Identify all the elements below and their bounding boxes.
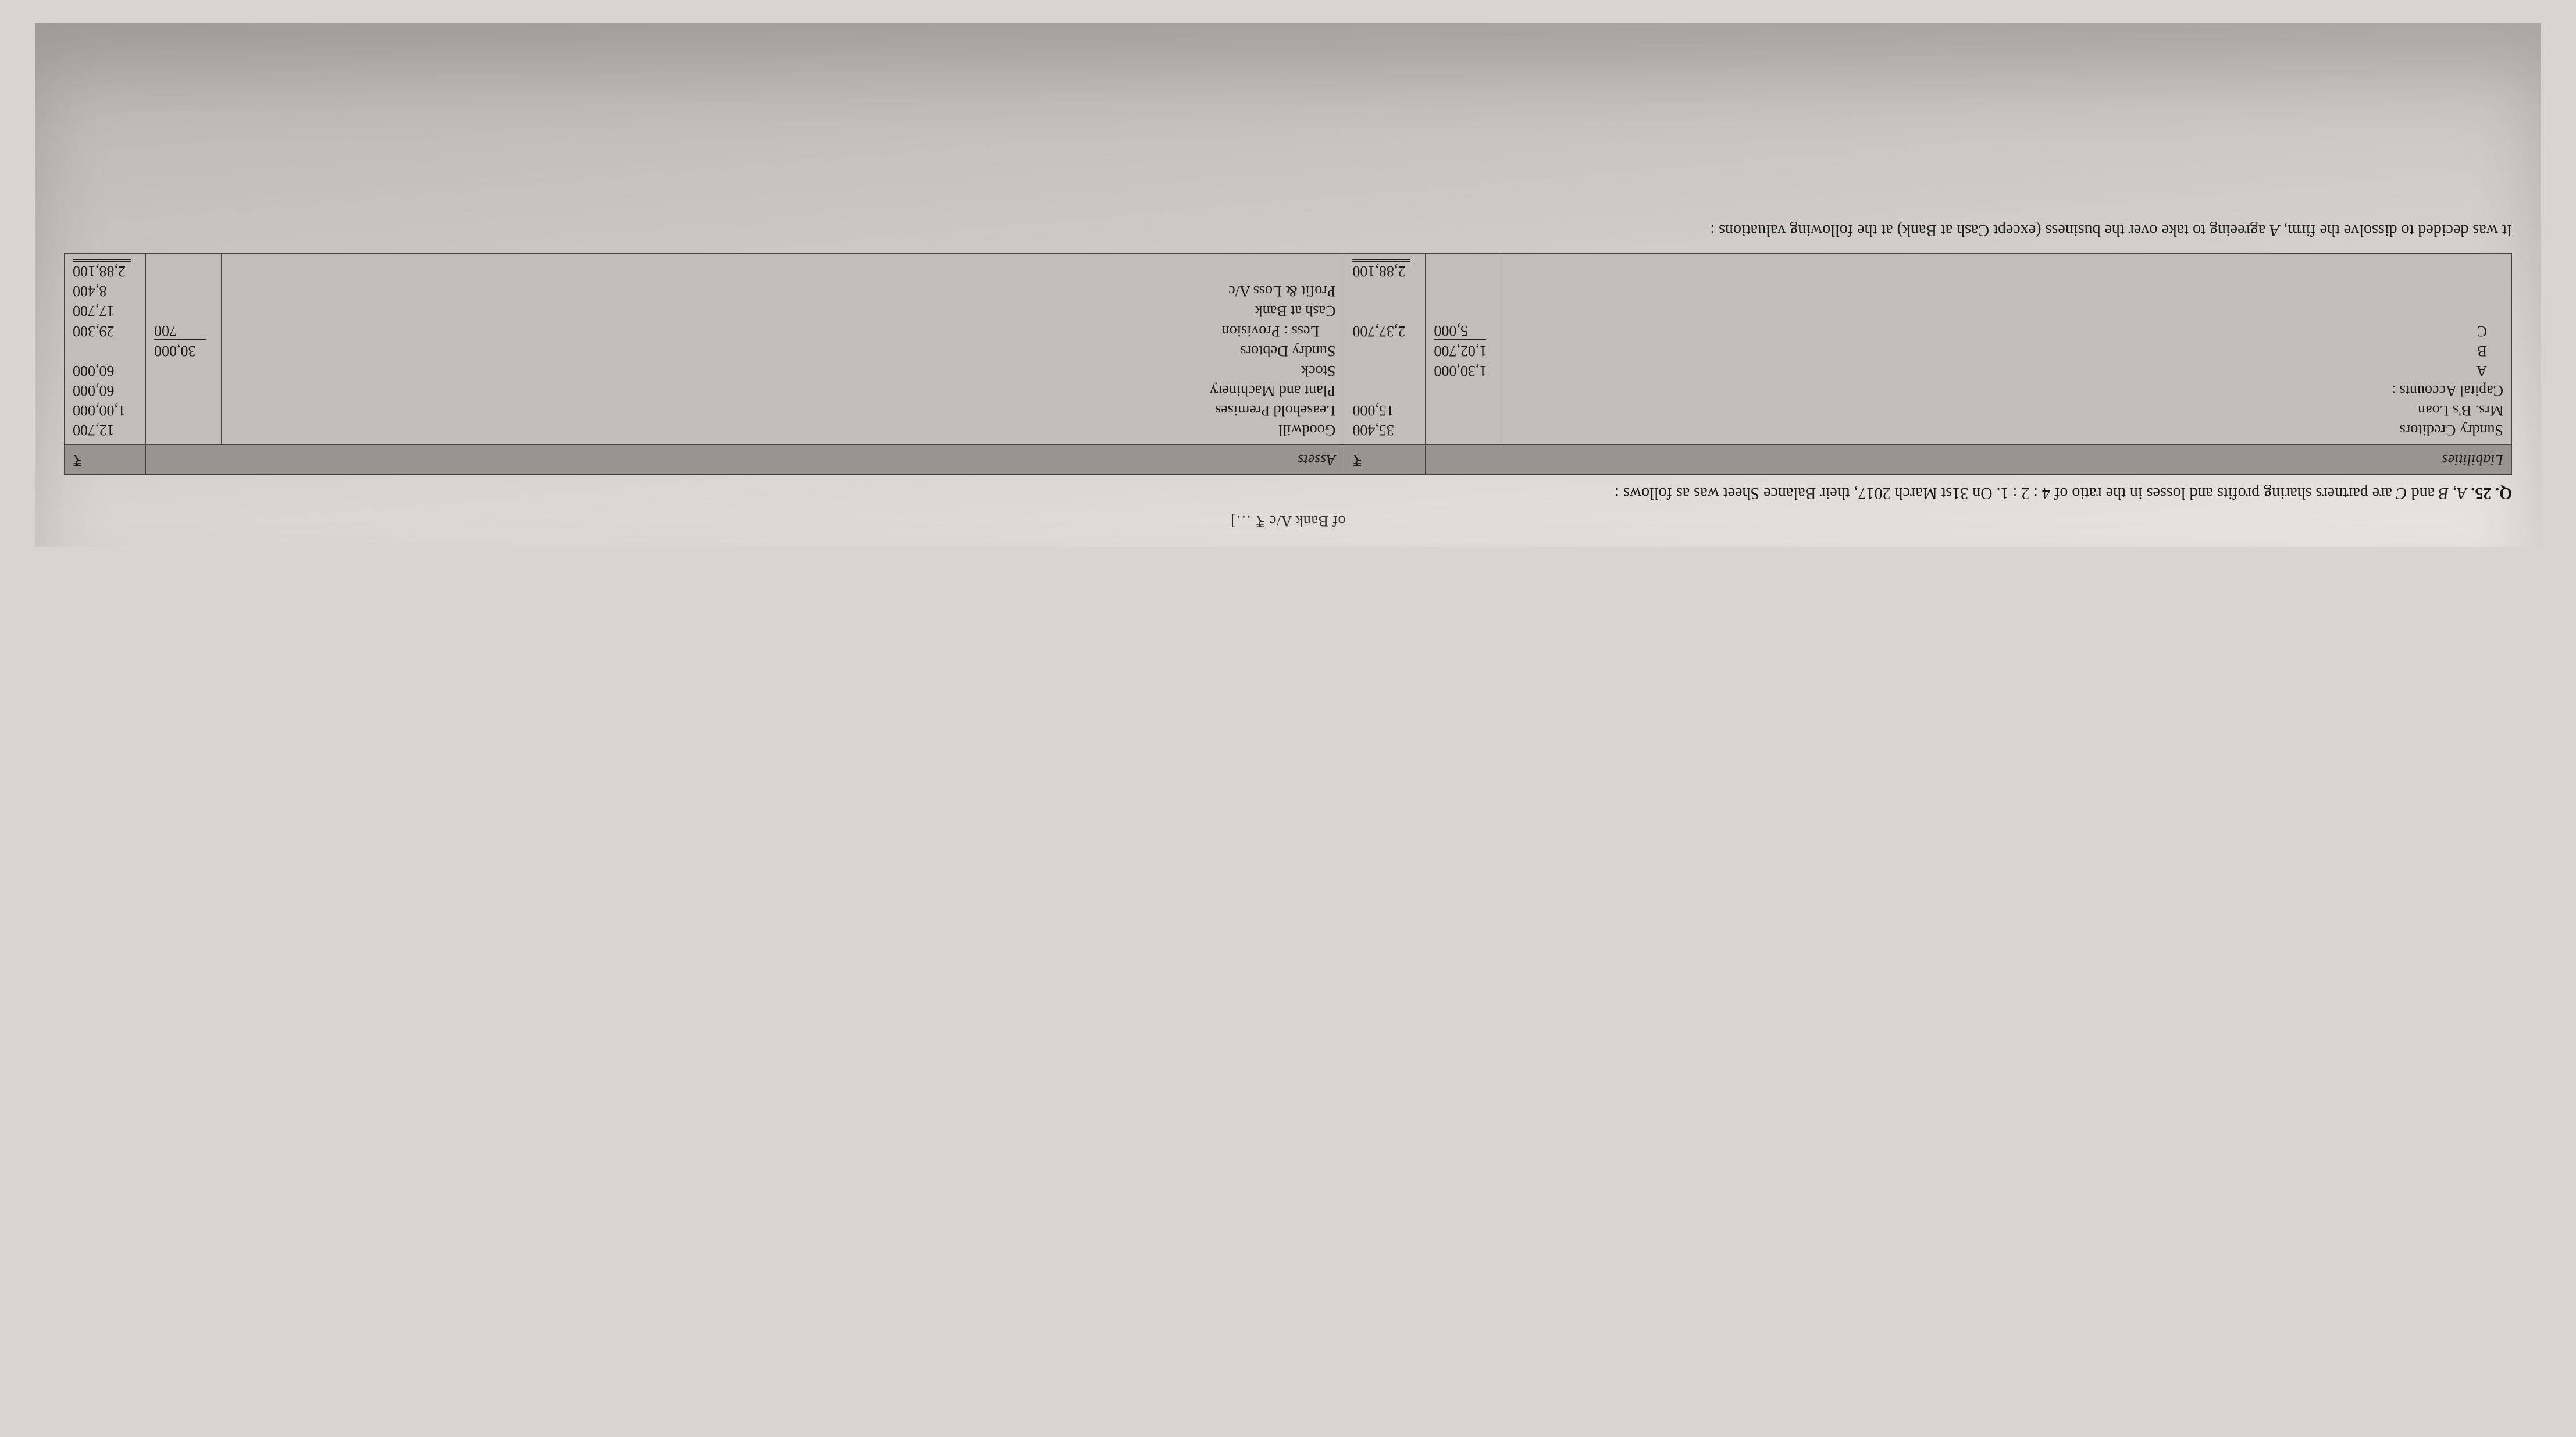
liability-label	[1501, 301, 2512, 321]
table-row: B1,02,700 Sundry Debtors30,000	[65, 341, 2512, 361]
asset-amount: 60,000	[65, 380, 146, 400]
asset-sub-amount	[146, 400, 222, 420]
liability-label: Sundry Creditors	[1501, 420, 2512, 445]
asset-sub-amount	[146, 281, 222, 301]
liability-sub-amount	[1426, 380, 1501, 400]
asset-amount: 60,000	[65, 361, 146, 380]
asset-sub-amount: 700	[146, 321, 222, 341]
asset-amount: 1,00,000	[65, 400, 146, 420]
asset-label: Stock	[222, 361, 1344, 380]
partner-c: C	[2396, 484, 2407, 502]
header-liab-amount: ₹	[1344, 445, 1426, 475]
liability-sub-amount	[1426, 281, 1501, 301]
balance-sheet-table: Liabilities ₹ Assets ₹ Sundry Creditors 3…	[64, 253, 2512, 475]
liability-sub-amount: 1,02,700	[1426, 341, 1501, 361]
partner-a-b: A, B	[2439, 484, 2467, 502]
liability-sub-amount	[1426, 420, 1501, 445]
header-asset-amount: ₹	[65, 445, 146, 475]
asset-label: Goodwill	[222, 420, 1344, 445]
table-row: 2,88,100 2,88,100	[65, 254, 2512, 282]
liability-amount	[1344, 341, 1426, 361]
liability-amount	[1344, 380, 1426, 400]
table-row: Profit & Loss A/c 8,400	[65, 281, 2512, 301]
liability-amount: 35,400	[1344, 420, 1426, 445]
asset-label: Plant and Machinery	[222, 380, 1344, 400]
liability-amount	[1344, 281, 1426, 301]
liability-sub-amount	[1426, 400, 1501, 420]
post-paragraph: It was decided to dissolve the firm, A a…	[64, 218, 2512, 243]
liability-label	[1501, 254, 2512, 282]
table-row: Capital Accounts : Plant and Machinery 60,…	[65, 380, 2512, 400]
table-row: Cash at Bank 17,700	[65, 301, 2512, 321]
asset-amount	[65, 341, 146, 361]
liability-label: Mrs. B's Loan	[1501, 400, 2512, 420]
liability-amount: 2,88,100	[1344, 254, 1426, 282]
asset-sub-amount	[146, 361, 222, 380]
liability-sub-amount: 5,000	[1426, 321, 1501, 341]
liability-label: Capital Accounts :	[1501, 380, 2512, 400]
liability-sub-amount: 1,30,000	[1426, 361, 1501, 380]
question-paragraph: Q. 25. A, B and C are partners sharing p…	[64, 481, 2512, 505]
asset-label: Sundry Debtors	[222, 341, 1344, 361]
asset-sub-amount	[146, 254, 222, 282]
asset-amount: 12,700	[65, 420, 146, 445]
liability-amount: 15,000	[1344, 400, 1426, 420]
liability-label	[1501, 281, 2512, 301]
asset-amount: 17,700	[65, 301, 146, 321]
post-text-post: agreeing to take over the business (exce…	[1710, 221, 2269, 239]
table-header-row: Liabilities ₹ Assets ₹	[65, 445, 2512, 475]
asset-sub-amount	[146, 420, 222, 445]
asset-label: Less : Provision	[222, 321, 1344, 341]
asset-sub-amount	[146, 301, 222, 321]
asset-sub-amount: 30,000	[146, 341, 222, 361]
partner-a-ref: A	[2269, 221, 2279, 239]
table-row: Mrs. B's Loan 15,000Leasehold Premises 1,0…	[65, 400, 2512, 420]
page: of Bank A/c ₹ …] Q. 25. A, B and C are p…	[35, 23, 2541, 547]
table-row: Sundry Creditors 35,400Goodwill 12,700	[65, 420, 2512, 445]
liability-label: B	[1501, 341, 2512, 361]
asset-label: Profit & Loss A/c	[222, 281, 1344, 301]
liability-amount: 2,37,700	[1344, 321, 1426, 341]
post-text-pre: It was decided to dissolve the firm,	[2279, 221, 2512, 239]
header-liabilities: Liabilities	[1426, 445, 2512, 475]
liability-amount	[1344, 301, 1426, 321]
asset-label: Cash at Bank	[222, 301, 1344, 321]
table-row: C5,0002,37,700Less : Provision70029,300	[65, 321, 2512, 341]
question-number: Q. 25.	[2471, 484, 2512, 502]
asset-label: Leasehold Premises	[222, 400, 1344, 420]
table-row: A1,30,000 Stock 60,000	[65, 361, 2512, 380]
liability-sub-amount	[1426, 254, 1501, 282]
asset-sub-amount	[146, 380, 222, 400]
liability-sub-amount	[1426, 301, 1501, 321]
top-fragment-text: of Bank A/c ₹ …]	[64, 512, 2512, 529]
liability-label: C	[1501, 321, 2512, 341]
asset-amount: 8,400	[65, 281, 146, 301]
asset-amount: 29,300	[65, 321, 146, 341]
asset-amount: 2,88,100	[65, 254, 146, 282]
header-assets: Assets	[146, 445, 1344, 475]
question-body: are partners sharing profits and losses …	[1615, 484, 2396, 502]
liability-label: A	[1501, 361, 2512, 380]
asset-label	[222, 254, 1344, 282]
liability-amount	[1344, 361, 1426, 380]
